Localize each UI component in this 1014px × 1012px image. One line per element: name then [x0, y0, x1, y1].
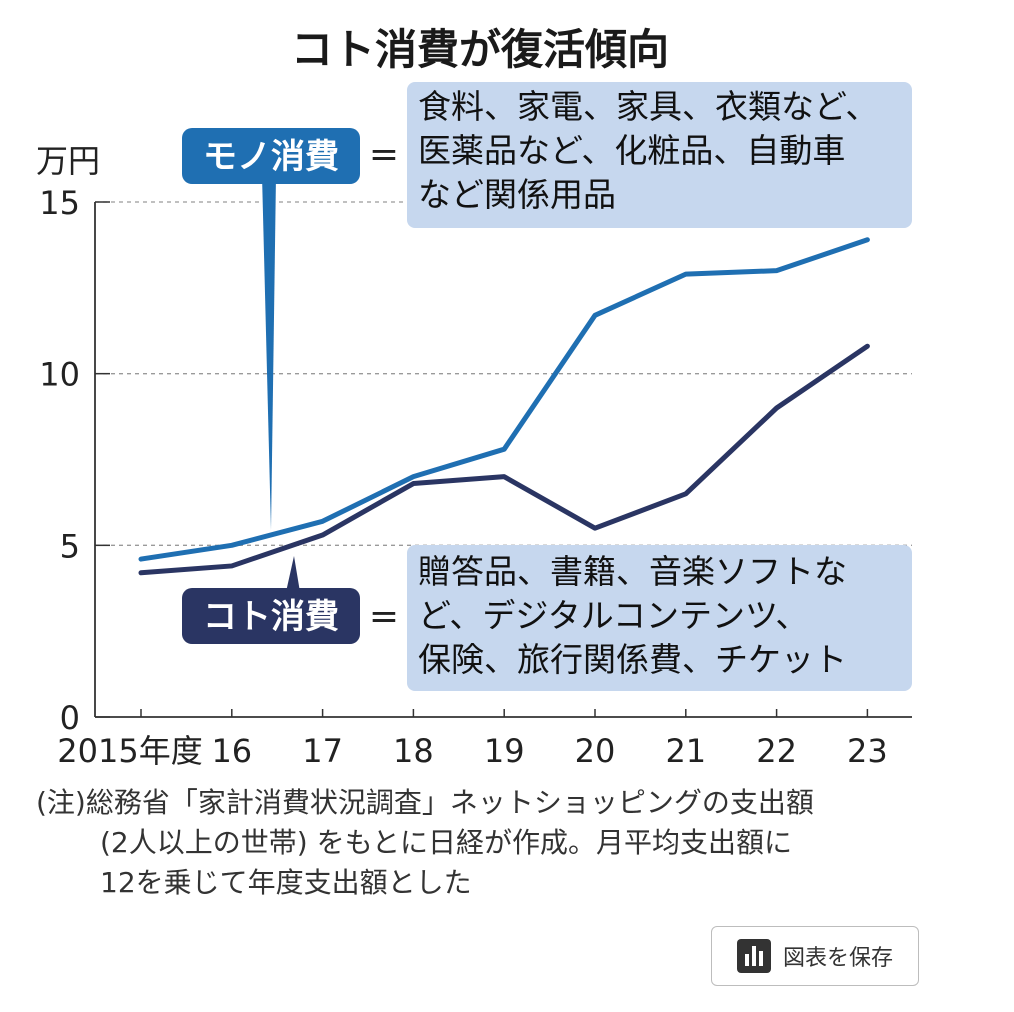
axes	[94, 201, 912, 718]
y-tick-label: 5	[60, 527, 80, 565]
series-lines	[138, 237, 870, 576]
series-line	[138, 343, 870, 576]
koto-desc-line-2: ど、デジタルコンテンツ、	[418, 596, 808, 635]
mono-description-box	[407, 82, 912, 228]
koto-equals: =	[369, 596, 399, 637]
koto-badge-label: コト消費	[203, 597, 339, 637]
x-tick-label: 21	[665, 732, 706, 770]
mono-desc-line-2: 医薬品など、化粧品、自動車	[418, 131, 845, 170]
mono-desc-line-1: 食料、家電、家具、衣類など、	[418, 87, 878, 126]
x-tick-label: 18	[393, 732, 434, 770]
save-chart-button[interactable]: 図表を保存	[711, 926, 919, 986]
koto-description-box	[407, 545, 912, 691]
mono-badge	[182, 128, 360, 184]
koto-pointer	[286, 556, 300, 592]
note-line-2: (2人以上の世帯) をもとに日経が作成。月平均支出額に	[100, 826, 792, 859]
y-tick-label: 0	[60, 699, 80, 737]
koto-desc-line-3: 保険、旅行関係費、チケット	[418, 640, 847, 679]
series-line	[138, 237, 870, 562]
x-tick-label: 17	[302, 732, 343, 770]
mono-badge-label: モノ消費	[203, 137, 339, 177]
save-chart-label: 図表を保存	[782, 946, 893, 971]
y-unit-label: 万円	[36, 142, 100, 180]
chart-title: コト消費が復活傾向	[291, 25, 669, 74]
footnote: (注)総務省「家計消費状況調査」ネットショッピングの支出額 (2人以上の世帯) …	[36, 786, 814, 899]
y-tick-label: 15	[39, 184, 80, 222]
x-tick-label: 20	[575, 732, 616, 770]
mono-equals: =	[369, 134, 399, 175]
x-tick-label: 2015年度	[57, 732, 202, 770]
grid	[95, 201, 912, 546]
bar-chart-icon	[736, 939, 771, 973]
x-tick-label: 16	[211, 732, 252, 770]
koto-desc-line-1: 贈答品、書籍、音楽ソフトな	[418, 552, 847, 591]
x-tick-label: 23	[847, 732, 888, 770]
koto-badge	[182, 588, 360, 644]
koto-annotation: コト消費 = 贈答品、書籍、音楽ソフトな ど、デジタルコンテンツ、 保険、旅行関…	[182, 545, 912, 691]
x-tick-label: 22	[756, 732, 797, 770]
x-axis-ticks: 2015年度 16 17 18 19 20 21 22 23	[57, 732, 887, 770]
x-tick-label: 19	[484, 732, 525, 770]
mono-pointer	[262, 175, 276, 530]
y-axis-ticks: 0 5 10 15	[39, 184, 80, 737]
note-line-3: 12を乗じて年度支出額とした	[100, 866, 472, 899]
mono-desc-line-3: など関係用品	[418, 175, 616, 214]
y-tick-label: 10	[39, 356, 80, 394]
note-line-1: (注)総務省「家計消費状況調査」ネットショッピングの支出額	[36, 786, 814, 819]
mono-annotation: モノ消費 = 食料、家電、家具、衣類など、 医薬品など、化粧品、自動車 など関係…	[182, 82, 912, 530]
